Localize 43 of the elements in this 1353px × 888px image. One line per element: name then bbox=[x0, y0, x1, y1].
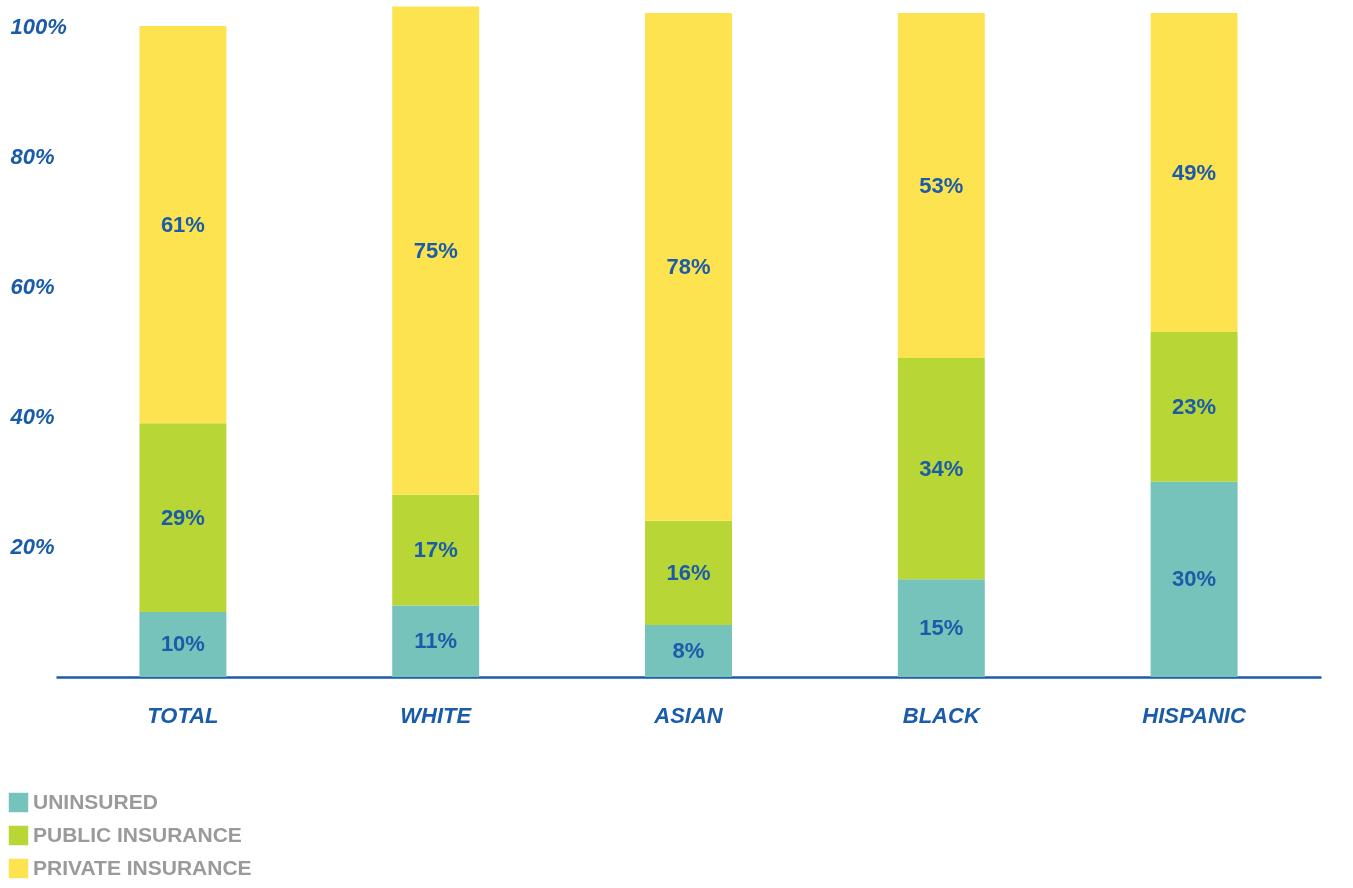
data-label: 11% bbox=[414, 628, 458, 654]
data-label: 8% bbox=[672, 637, 705, 663]
x-tick-label: TOTAL bbox=[147, 702, 219, 728]
bar bbox=[139, 611, 227, 677]
data-label: 29% bbox=[160, 504, 205, 530]
bar bbox=[897, 358, 985, 580]
data-label: 23% bbox=[1172, 393, 1217, 419]
x-tick-label: HISPANIC bbox=[1142, 702, 1247, 728]
bar bbox=[1150, 331, 1238, 482]
data-label: 17% bbox=[413, 537, 458, 563]
bar bbox=[139, 26, 227, 424]
data-label: 16% bbox=[666, 559, 711, 585]
bar bbox=[139, 423, 227, 612]
y-tick-label: 40% bbox=[9, 404, 55, 430]
bar bbox=[897, 579, 985, 677]
bar bbox=[392, 605, 480, 677]
data-label: 34% bbox=[919, 455, 964, 481]
bar bbox=[897, 13, 985, 359]
data-label: 10% bbox=[160, 631, 205, 657]
y-tick-label: 20% bbox=[9, 534, 55, 560]
bar bbox=[645, 520, 732, 625]
bar bbox=[1150, 13, 1238, 332]
legend-label: PUBLIC INSURANCE bbox=[33, 822, 242, 846]
x-tick-label: ASIAN bbox=[653, 702, 724, 728]
data-label: 75% bbox=[413, 237, 458, 263]
x-tick-label: BLACK bbox=[902, 702, 982, 728]
y-tick-label: 60% bbox=[10, 273, 55, 299]
bar bbox=[392, 6, 480, 495]
x-tick-label: WHITE bbox=[400, 702, 473, 728]
data-label: 78% bbox=[666, 253, 711, 279]
bar bbox=[1150, 481, 1238, 677]
data-label: 49% bbox=[1172, 159, 1217, 185]
bar bbox=[645, 13, 732, 521]
bar bbox=[645, 624, 732, 677]
legend-label: UNINSURED bbox=[33, 789, 158, 813]
data-label: 61% bbox=[160, 211, 205, 237]
y-tick-label: 100% bbox=[10, 13, 67, 39]
bar bbox=[392, 494, 480, 606]
y-tick-label: 80% bbox=[10, 143, 55, 169]
data-label: 30% bbox=[1172, 566, 1217, 592]
data-label: 15% bbox=[919, 615, 964, 641]
legend-label: PRIVATE INSURANCE bbox=[33, 855, 252, 879]
data-label: 53% bbox=[919, 172, 964, 198]
